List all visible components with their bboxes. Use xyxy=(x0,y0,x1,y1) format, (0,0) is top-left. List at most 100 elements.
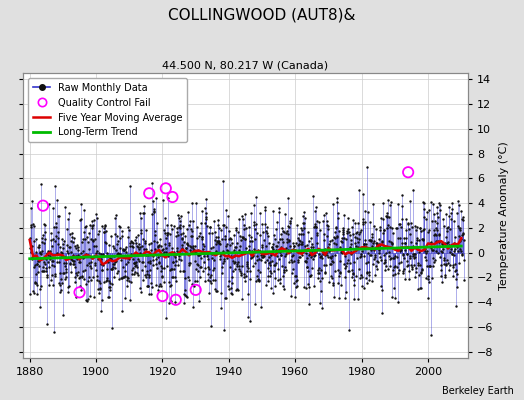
Point xyxy=(130,260,138,266)
Point xyxy=(231,266,239,272)
Point xyxy=(257,252,266,258)
Point xyxy=(374,259,382,266)
Point xyxy=(185,247,194,253)
Point xyxy=(77,216,85,222)
Point xyxy=(100,229,108,235)
Point xyxy=(243,259,252,265)
Point xyxy=(223,254,231,261)
Point xyxy=(146,267,155,273)
Point xyxy=(281,253,289,260)
Point xyxy=(92,266,101,273)
Point xyxy=(272,226,280,232)
Point xyxy=(267,270,275,276)
Point xyxy=(134,232,142,238)
Point xyxy=(352,230,361,236)
Point xyxy=(363,270,372,276)
Point xyxy=(48,271,56,278)
Point xyxy=(339,227,347,233)
Point xyxy=(341,253,349,260)
Point xyxy=(331,268,340,274)
Point xyxy=(339,229,347,235)
Point xyxy=(60,204,69,210)
Point xyxy=(105,287,114,294)
Point xyxy=(134,272,143,278)
Point xyxy=(191,265,200,272)
Point xyxy=(154,244,162,250)
Point xyxy=(241,278,249,284)
Point xyxy=(41,260,49,267)
Point xyxy=(271,260,280,266)
Point xyxy=(340,234,348,241)
Point xyxy=(110,274,118,280)
Point xyxy=(210,286,219,292)
Point xyxy=(86,277,95,284)
Point xyxy=(95,228,104,234)
Point xyxy=(27,254,36,260)
Point xyxy=(61,254,70,260)
Point xyxy=(201,265,209,272)
Point xyxy=(49,282,57,288)
Point xyxy=(248,252,257,258)
Point xyxy=(345,228,353,235)
Point xyxy=(63,248,71,254)
Point xyxy=(363,269,372,276)
Point xyxy=(305,273,314,280)
Point xyxy=(436,254,444,260)
Point xyxy=(216,290,225,296)
Point xyxy=(145,290,154,297)
Point xyxy=(382,250,390,256)
Point xyxy=(233,262,242,269)
Point xyxy=(444,260,452,266)
Point xyxy=(51,238,59,244)
Point xyxy=(447,210,455,216)
Point xyxy=(244,291,252,297)
Point xyxy=(130,260,139,266)
Point xyxy=(63,284,72,290)
Point xyxy=(134,244,142,250)
Point xyxy=(418,266,427,272)
Point xyxy=(111,258,119,265)
Point xyxy=(220,222,228,228)
Point xyxy=(239,271,248,278)
Point xyxy=(294,259,302,266)
Point xyxy=(181,233,189,239)
Point xyxy=(348,271,357,278)
Point xyxy=(121,268,129,274)
Point xyxy=(438,240,446,246)
Point xyxy=(147,280,156,286)
Point xyxy=(389,267,397,273)
Point xyxy=(263,250,271,256)
Point xyxy=(172,258,180,264)
Point xyxy=(307,271,315,278)
Point xyxy=(357,252,365,259)
Point xyxy=(40,258,49,265)
Point xyxy=(134,256,143,262)
Point xyxy=(181,244,190,251)
Point xyxy=(366,237,374,244)
Point xyxy=(456,225,464,231)
Point xyxy=(358,190,367,197)
Point xyxy=(440,254,449,261)
Point xyxy=(169,259,177,265)
Point xyxy=(432,225,440,231)
Point xyxy=(221,232,230,239)
Point xyxy=(203,252,211,259)
Point xyxy=(150,208,158,215)
Point xyxy=(102,240,111,246)
Point xyxy=(245,247,253,253)
Point xyxy=(334,266,342,273)
Point xyxy=(280,264,289,270)
Point xyxy=(239,234,247,240)
Point xyxy=(66,244,74,250)
Point xyxy=(452,302,460,309)
Point xyxy=(238,233,247,240)
Point xyxy=(62,226,71,232)
Point xyxy=(84,278,92,284)
Point xyxy=(367,252,376,258)
Point xyxy=(94,286,103,293)
Point xyxy=(176,222,184,228)
Point xyxy=(458,214,467,220)
Point xyxy=(365,269,374,276)
Point xyxy=(331,229,340,235)
Point xyxy=(108,266,117,272)
